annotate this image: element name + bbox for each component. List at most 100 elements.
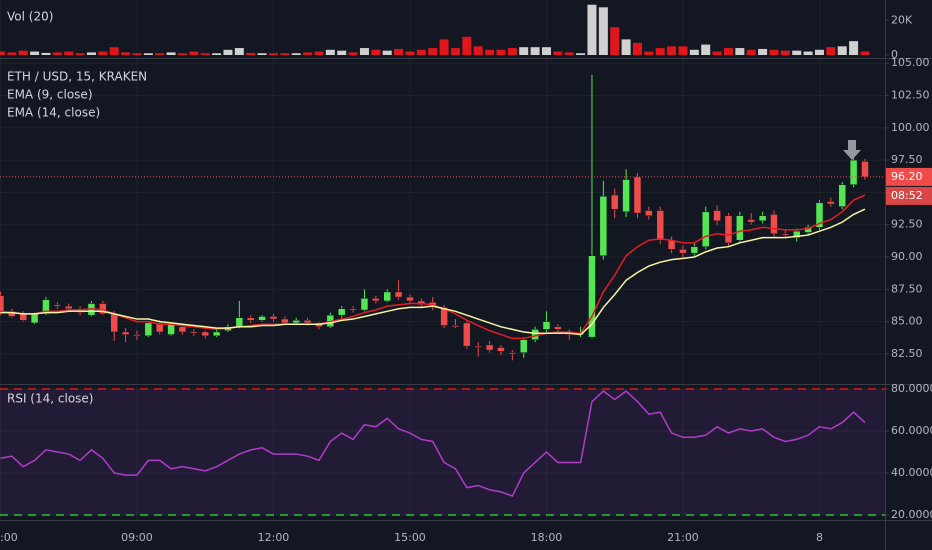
candle-body	[258, 316, 266, 321]
volume-bar	[485, 49, 495, 55]
y-tick-label: 85.00	[891, 315, 923, 328]
volume-bar	[200, 53, 210, 55]
y-tick-label: 0	[891, 48, 898, 61]
volume-bar	[382, 50, 392, 55]
x-tick-label: 09:00	[121, 531, 153, 544]
volume-bar	[348, 52, 358, 55]
y-tick-label: 92.50	[891, 218, 923, 231]
volume-bar	[758, 48, 768, 55]
volume-bar	[837, 46, 847, 55]
volume-bar	[405, 51, 415, 55]
volume-bar	[223, 49, 233, 55]
candle-body	[212, 331, 221, 337]
rsi-title: RSI (14, close)	[7, 392, 93, 406]
volume-bar	[689, 49, 699, 55]
candle-body	[747, 219, 755, 223]
volume-bar	[587, 4, 597, 55]
volume-bar	[632, 42, 642, 55]
volume-bar	[746, 49, 756, 55]
candle-body	[736, 215, 744, 241]
volume-bar	[814, 49, 824, 55]
candle-body	[337, 308, 346, 316]
candle-body	[542, 321, 551, 330]
legend-entry: EMA (9, close)	[7, 88, 93, 102]
volume-bar	[132, 53, 142, 55]
candle-body	[451, 325, 460, 328]
volume-bar	[678, 46, 688, 55]
volume-bar	[826, 47, 836, 55]
volume-bar	[359, 48, 369, 55]
volume-bar	[268, 53, 278, 55]
volume-bar	[780, 50, 790, 55]
candle-body	[861, 161, 869, 178]
countdown-label: 08:52	[891, 189, 923, 202]
last-price-label: 96.20	[891, 170, 923, 183]
candle-body	[588, 255, 596, 338]
x-tick-label: :00	[0, 531, 18, 544]
candle-body	[42, 299, 50, 315]
y-tick-label: 87.50	[891, 282, 923, 295]
candle-body	[474, 345, 482, 348]
volume-title: Vol (20)	[7, 10, 53, 24]
candle-body	[645, 210, 653, 216]
volume-bar	[7, 52, 17, 55]
y-tick-label: 80.0000	[891, 382, 932, 395]
candle-body	[519, 339, 528, 353]
volume-bar	[86, 52, 96, 55]
candle-body	[372, 298, 380, 302]
last-price-box	[886, 167, 932, 186]
volume-bar	[394, 48, 404, 55]
volume-bar	[234, 48, 244, 55]
candle-body	[838, 184, 846, 207]
y-tick-label: 102.50	[891, 89, 930, 102]
volume-bar	[712, 51, 722, 55]
volume-bar	[75, 53, 85, 55]
candle-body	[8, 311, 16, 317]
candle-body	[554, 326, 562, 330]
volume-bar	[792, 50, 802, 55]
candle-body	[701, 211, 710, 247]
candle-body	[758, 215, 767, 222]
volume-bar	[212, 53, 222, 55]
volume-bar	[803, 51, 813, 55]
volume-bar	[507, 48, 517, 55]
volume-bar	[723, 48, 733, 55]
volume-bar	[314, 51, 324, 55]
x-tick-label: 21:00	[667, 531, 699, 544]
volume-bar	[496, 49, 506, 55]
candle-body	[633, 176, 642, 214]
volume-bar	[462, 36, 472, 55]
x-tick-label: 8	[816, 531, 823, 544]
volume-bar	[849, 41, 859, 55]
candle-body	[406, 296, 414, 302]
volume-bar	[0, 51, 5, 55]
y-tick-label: 20K	[891, 13, 913, 26]
candle-body	[508, 352, 517, 355]
volume-bar	[155, 53, 165, 55]
y-tick-label: 90.00	[891, 250, 923, 263]
volume-bar	[735, 48, 745, 55]
volume-bar	[291, 53, 301, 55]
ema-line	[0, 194, 866, 340]
candle-body	[281, 318, 289, 324]
volume-bar	[473, 46, 483, 55]
volume-bar	[303, 52, 313, 55]
y-tick-label: 40.0000	[891, 466, 932, 479]
candle-body	[770, 214, 778, 235]
candle-body	[144, 322, 153, 337]
volume-bar	[667, 46, 677, 55]
volume-bar	[598, 7, 608, 56]
volume-bar	[576, 53, 586, 55]
candle-body	[792, 230, 801, 238]
candle-body	[235, 317, 244, 328]
candle-body	[19, 313, 27, 321]
volume-bar	[860, 51, 870, 55]
candle-body	[303, 320, 312, 324]
arrow-icon	[843, 140, 861, 160]
volume-bar	[439, 39, 449, 55]
candle-body	[804, 227, 812, 233]
volume-bar	[41, 52, 51, 55]
candle-body	[599, 196, 608, 256]
